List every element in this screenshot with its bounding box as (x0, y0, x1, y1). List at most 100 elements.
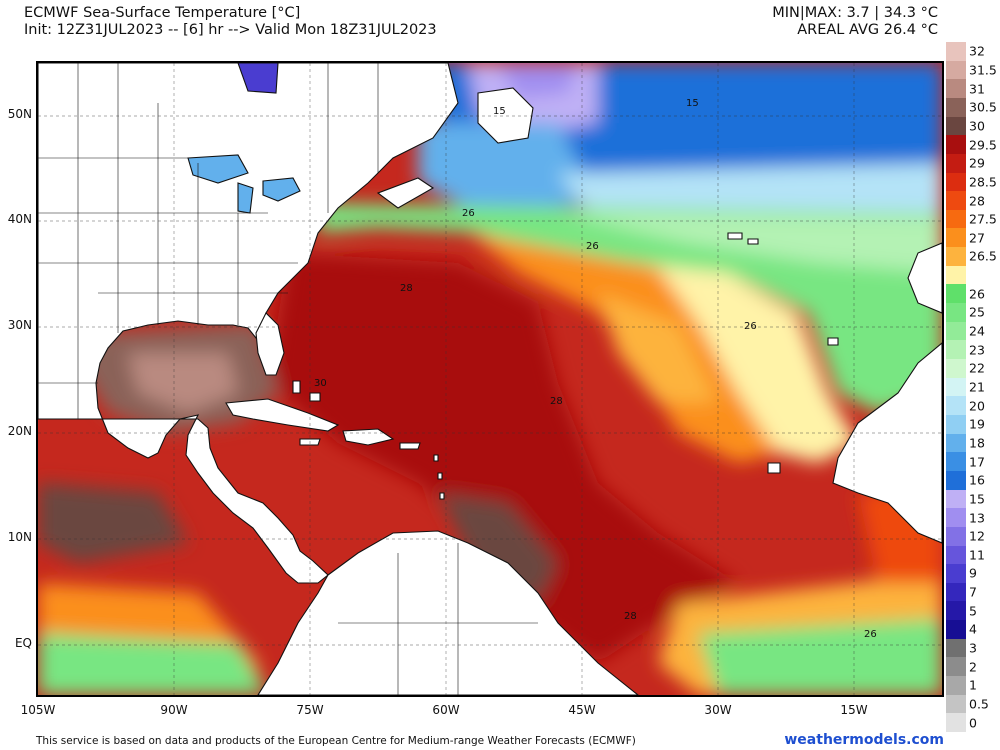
lon-label: 90W (160, 703, 188, 717)
legend-swatch (946, 228, 966, 248)
legend-label: 9 (969, 565, 977, 581)
legend-swatch (946, 564, 966, 584)
contour-label: 15 (493, 106, 506, 117)
legend-swatch (946, 191, 966, 211)
legend-swatch (946, 172, 966, 192)
legend-swatch (946, 42, 966, 62)
legend-swatch (946, 153, 966, 174)
legend-swatch (946, 79, 966, 99)
legend-label: 7 (969, 584, 977, 600)
legend-label: 26.5 (969, 248, 997, 264)
legend-swatch (946, 620, 966, 640)
contour-label: 28 (624, 611, 637, 622)
lat-label: 20N (7, 424, 32, 438)
contour-label: 15 (686, 98, 699, 109)
legend-swatch (946, 582, 966, 602)
legend-label: 3 (969, 640, 977, 656)
graticule (38, 63, 942, 695)
contour-label: 28 (400, 283, 413, 294)
legend-label: 30.5 (969, 99, 997, 115)
legend-label: 26 (969, 286, 985, 302)
legend-label: 1 (969, 677, 977, 693)
legend-swatch (946, 247, 966, 267)
legend-label: 24 (969, 323, 985, 339)
ecmwf-disclaimer: This service is based on data and produc… (36, 735, 636, 747)
contour-label: 28 (550, 396, 563, 407)
legend-label: 29.5 (969, 137, 997, 153)
political-borders (38, 63, 538, 695)
color-legend (946, 42, 966, 733)
legend-label: 28 (969, 193, 985, 208)
legend-label: 4 (969, 621, 977, 637)
legend-label: 23 (969, 342, 985, 358)
legend-label: 13 (969, 510, 985, 526)
legend-label: 5 (969, 603, 977, 619)
land-masses (38, 63, 942, 695)
legend-label: 0.5 (969, 696, 989, 712)
legend-swatch (946, 489, 966, 509)
legend-swatch (946, 321, 966, 341)
legend-label: 20 (969, 398, 985, 414)
sst-map: 15 15 26 26 28 26 28 30 28 26 (36, 61, 944, 697)
legend-label: 21 (969, 379, 985, 395)
legend-label: 0 (969, 715, 977, 731)
legend-label: 19 (969, 416, 985, 432)
legend-label: 16 (969, 472, 985, 488)
legend-label: 17 (969, 454, 985, 470)
legend-swatch (946, 508, 966, 528)
contour-label: 26 (462, 208, 475, 219)
lon-label: 105W (20, 703, 56, 717)
brand-link[interactable]: weathermodels.com (784, 732, 944, 748)
legend-label: 11 (969, 547, 985, 563)
legend-swatch (946, 452, 966, 472)
contour-label: 26 (864, 629, 877, 640)
legend-swatch (946, 713, 966, 733)
legend-label: 22 (969, 360, 985, 376)
init-valid-line: Init: 12Z31JUL2023 -- [6] hr --> Valid M… (24, 22, 437, 38)
min-max-readout: MIN|MAX: 3.7 | 34.3 °C (772, 5, 938, 21)
contour-label: 30 (314, 378, 327, 389)
legend-swatch (946, 433, 966, 453)
lat-label: EQ (14, 636, 32, 650)
legend-swatch (946, 97, 966, 118)
legend-label: 27 (969, 230, 985, 246)
legend-swatch (946, 676, 966, 696)
contour-label: 26 (586, 241, 599, 252)
legend-label: 31 (969, 81, 985, 97)
legend-swatch (946, 638, 966, 658)
legend-swatch (946, 545, 966, 565)
legend-swatch (946, 657, 966, 677)
lon-label: 45W (568, 703, 596, 717)
legend-label: 30 (969, 118, 985, 134)
legend-swatch (946, 694, 966, 714)
lon-label: 60W (432, 703, 460, 717)
map-title: ECMWF Sea-Surface Temperature [°C] (24, 5, 301, 21)
contour-label: 26 (744, 321, 757, 332)
legend-swatch (946, 396, 966, 416)
legend-swatch (946, 284, 966, 304)
legend-label: 32 (969, 43, 985, 59)
lat-label: 40N (7, 212, 32, 226)
sst-map-canvas: 15 15 26 26 28 26 28 30 28 26 (38, 63, 942, 695)
legend-swatch (946, 303, 966, 323)
legend-label: 29 (969, 155, 985, 171)
legend-label: 15 (969, 491, 985, 507)
legend-swatch (946, 60, 966, 80)
legend-label: 12 (969, 528, 985, 544)
legend-swatch (946, 601, 966, 621)
legend-swatch (946, 265, 966, 285)
legend-swatch (946, 135, 966, 155)
legend-label: 18 (969, 435, 985, 451)
legend-swatch (946, 116, 966, 136)
legend-label: 27.5 (969, 211, 997, 227)
legend-swatch (946, 470, 966, 491)
legend-label: 28.5 (969, 174, 997, 190)
lon-label: 75W (296, 703, 324, 717)
lon-label: 15W (840, 703, 868, 717)
sst-field (38, 63, 942, 695)
lat-label: 50N (7, 107, 32, 121)
legend-swatch (946, 526, 966, 546)
legend-swatch (946, 209, 966, 229)
legend-swatch (946, 340, 966, 360)
legend-label: 31.5 (969, 62, 997, 78)
